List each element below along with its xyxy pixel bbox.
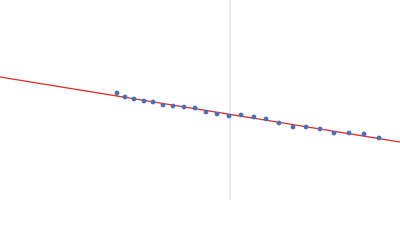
- point: [160, 102, 166, 108]
- point: [181, 104, 187, 110]
- point: [376, 135, 382, 141]
- point: [150, 99, 156, 105]
- point: [276, 120, 282, 126]
- point: [317, 126, 323, 132]
- point: [114, 90, 120, 96]
- point: [141, 98, 147, 104]
- point: [192, 105, 198, 111]
- point: [290, 124, 296, 130]
- point: [303, 124, 309, 130]
- point: [214, 111, 220, 117]
- point: [238, 112, 244, 118]
- point: [263, 116, 269, 122]
- point: [203, 109, 209, 115]
- point: [170, 103, 176, 109]
- point: [346, 130, 352, 136]
- point: [122, 94, 128, 100]
- point: [131, 96, 137, 102]
- chart: [0, 0, 400, 200]
- point: [226, 113, 232, 119]
- point: [361, 131, 367, 137]
- point: [331, 130, 337, 136]
- fit-line: [0, 76, 400, 143]
- point: [251, 114, 257, 120]
